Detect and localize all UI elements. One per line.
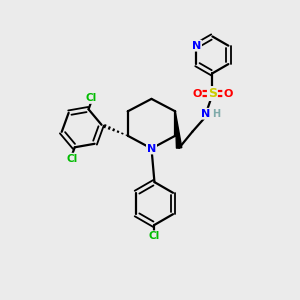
Text: S: S [208,87,217,100]
Text: N: N [147,143,156,154]
Text: Cl: Cl [86,93,97,103]
Text: N: N [201,109,211,119]
Text: H: H [212,109,220,119]
Text: Cl: Cl [66,154,77,164]
Text: Cl: Cl [149,231,160,241]
Text: O: O [192,88,202,98]
Text: O: O [223,88,232,98]
Polygon shape [175,111,182,148]
Text: N: N [192,41,201,51]
